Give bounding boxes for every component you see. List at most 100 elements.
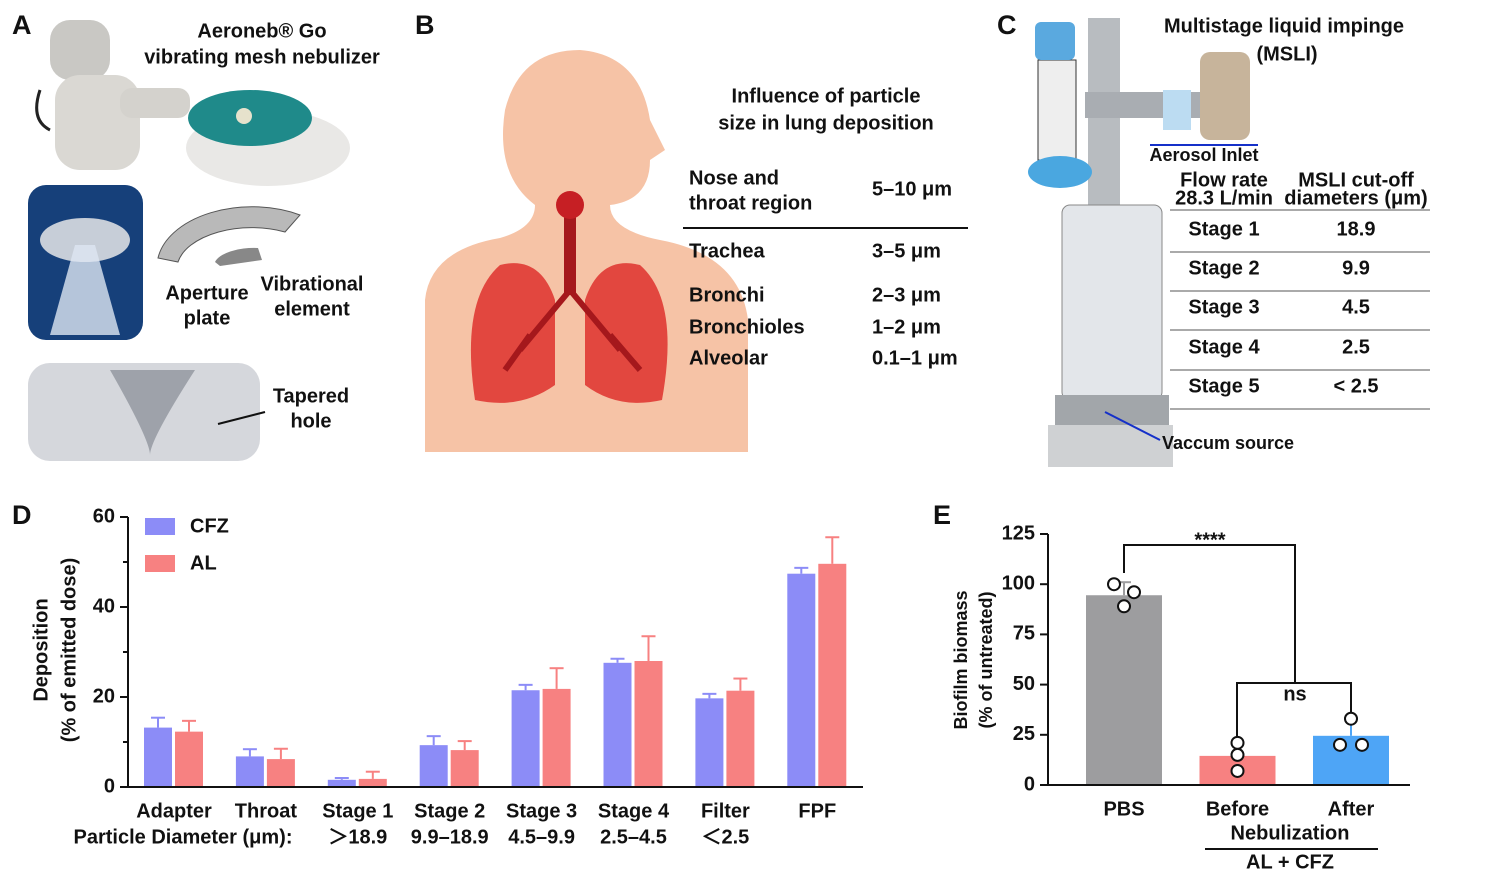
title: (MSLI) [1256,43,1317,65]
nebulizer-cup [50,20,110,80]
table-cell: Stage 2 [1188,257,1259,279]
table-cell: 18.9 [1337,218,1376,240]
bronchi [502,288,643,372]
bar [327,779,356,787]
mouthpiece [120,88,190,118]
bar [511,690,540,787]
legend-label: AL [190,552,217,574]
x-tick-sublabel: 9.9–18.9 [411,826,489,848]
y-tick-label: 125 [1002,522,1035,544]
data-point [1230,747,1245,762]
bar [1086,595,1162,785]
bar [419,745,448,787]
bar [358,778,387,787]
mesh-plate [40,218,130,262]
data-point [1107,577,1121,592]
size: 2–3 μm [872,284,941,306]
cord [35,89,51,132]
bracket [1123,544,1296,683]
annotation: Tapered [273,385,349,407]
panel-label: A [12,10,32,40]
region: Trachea [689,240,765,262]
bar [266,759,295,787]
title: Influence of particle [732,85,921,107]
x-tick-label: PBS [1103,798,1144,820]
y-tick-label: 60 [93,505,115,527]
larynx [556,191,584,219]
bar [235,756,264,787]
bar [726,690,755,787]
x-tick-label: Stage 2 [414,800,485,822]
x-tick-label: Stage 1 [322,800,393,822]
annotation: element [274,298,350,320]
annotation: Vaccum source [1162,433,1294,453]
base [1055,395,1169,425]
panel-label: B [415,10,435,40]
legend-swatch [145,555,175,572]
bar [542,688,571,787]
data-point [1230,763,1245,778]
bar [1313,735,1389,785]
y-axis-label: (% of untreated) [976,591,996,728]
bracket [1236,682,1352,742]
data-point [1333,737,1347,752]
data-point [1117,599,1131,614]
title: Aeroneb® Go [197,20,326,42]
table-cell: 2.5 [1342,336,1370,358]
table-header: diameters (μm) [1284,187,1427,209]
annotation: hole [290,410,331,432]
table-cell: Stage 3 [1188,296,1259,318]
region: Bronchi [689,284,765,306]
arrow [1104,411,1161,441]
y-tick-label: 40 [93,595,115,617]
region: Nose and [689,167,779,189]
panel-a: A Aeroneb® Go vibrating mesh nebulizer A… [12,10,380,461]
lung-left [470,263,555,403]
x-tick-label: Adapter [136,800,212,822]
bar [450,750,479,787]
size: 3–5 μm [872,240,941,262]
plate [1048,425,1173,467]
arrow [217,411,266,425]
x-tick-label: Before [1206,798,1269,820]
bar [144,727,172,787]
bar [634,661,663,787]
table-header: MSLI cut-off [1298,169,1414,191]
panel-label: E [933,500,951,530]
y-tick-label: 20 [93,685,115,707]
x-tick-sublabel: 2.5–4.5 [600,826,667,848]
cap [1035,22,1075,60]
annotation: Vibrational [261,273,364,295]
group-label: AL + CFZ [1246,851,1334,873]
size: 0.1–1 μm [872,347,958,369]
nebulizer-body [55,75,140,170]
table-cell: < 2.5 [1333,375,1378,397]
table-cell: Stage 5 [1188,375,1259,397]
title: vibrating mesh nebulizer [144,46,380,68]
inhaler [1200,52,1250,140]
data-point [1344,711,1358,726]
y-tick-label: 0 [1024,773,1035,795]
legend-swatch [145,518,175,535]
table-cell: 4.5 [1342,296,1370,318]
annotation: ns [1283,683,1306,705]
bar [787,573,816,787]
group-sublabel: Nebulization [1231,822,1350,844]
x-tick-label: After [1328,798,1375,820]
data-point [1355,737,1369,752]
x-tick-label: Throat [235,800,298,822]
title: Multistage liquid impinge [1164,15,1404,37]
filter-blue [1028,156,1092,188]
annotation: Aerosol Inlet [1149,145,1258,165]
bar [695,698,724,787]
x-tick-sublabel: ＞18.9 [328,826,387,848]
y-tick-label: 75 [1013,623,1035,645]
panel-label: C [997,10,1017,40]
y-tick-label: 50 [1013,673,1035,695]
button [236,108,252,124]
data-point [1230,735,1245,750]
panel-label: D [12,500,32,530]
y-tick-label: 0 [104,775,115,797]
vibrational-element [157,206,301,263]
x-tick-label: Filter [701,800,750,822]
